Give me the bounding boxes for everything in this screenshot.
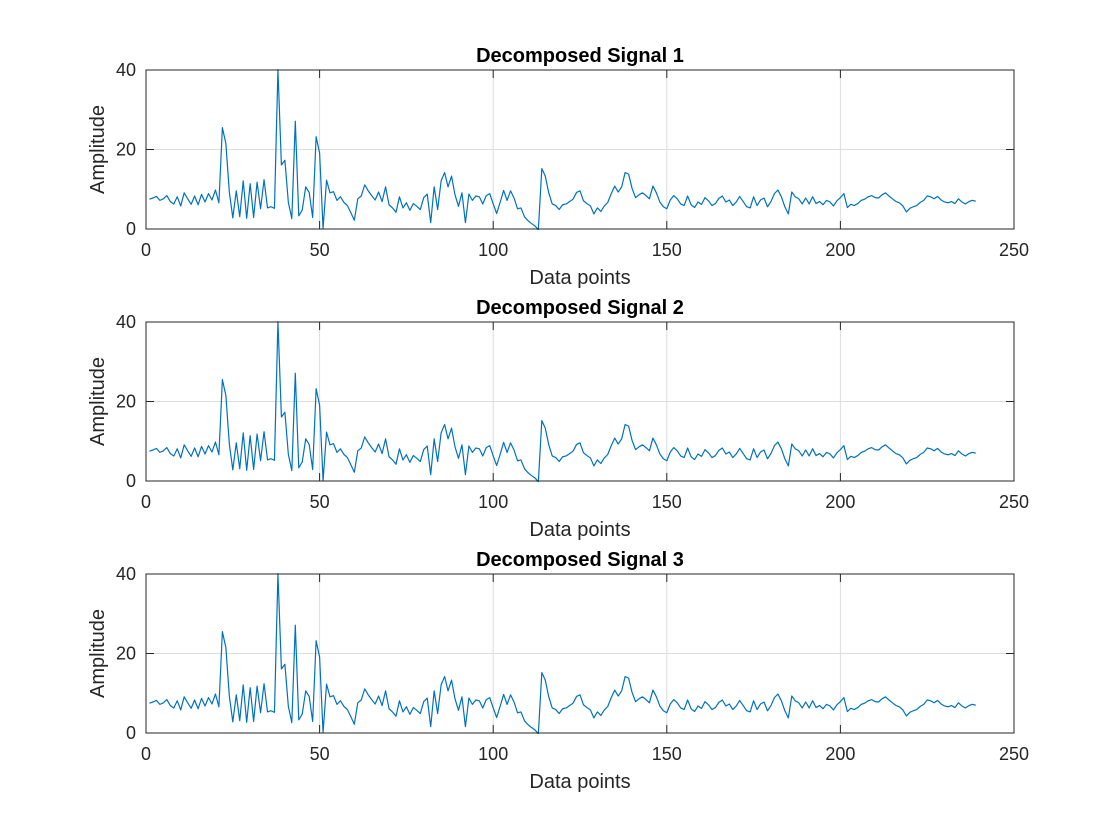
x-tick-label: 150 bbox=[652, 492, 682, 512]
x-tick-label: 250 bbox=[999, 744, 1029, 764]
x-tick-label: 0 bbox=[141, 744, 151, 764]
x-tick-label: 200 bbox=[825, 240, 855, 260]
y-axis-label: Amplitude bbox=[87, 357, 109, 446]
x-axis-label: Data points bbox=[529, 267, 630, 289]
chart-title: Decomposed Signal 1 bbox=[476, 45, 684, 67]
x-tick-label: 100 bbox=[478, 492, 508, 512]
x-tick-label: 100 bbox=[478, 744, 508, 764]
chart-title: Decomposed Signal 3 bbox=[476, 549, 684, 571]
series-line bbox=[149, 69, 976, 230]
y-tick-label: 0 bbox=[126, 219, 136, 239]
x-tick-label: 50 bbox=[310, 744, 330, 764]
x-tick-label: 0 bbox=[141, 240, 151, 260]
x-tick-label: 200 bbox=[825, 744, 855, 764]
x-tick-label: 0 bbox=[141, 492, 151, 512]
x-tick-label: 150 bbox=[652, 744, 682, 764]
y-tick-label: 20 bbox=[116, 392, 136, 412]
x-tick-label: 50 bbox=[310, 240, 330, 260]
chart-title: Decomposed Signal 2 bbox=[476, 297, 684, 319]
x-tick-label: 150 bbox=[652, 240, 682, 260]
x-tick-label: 200 bbox=[825, 492, 855, 512]
series-line bbox=[149, 573, 976, 734]
subplot-1: 0 50 100 150 200 250 0 20 40 Decomposed Signal 1 D… bbox=[87, 45, 1029, 289]
x-tick-label: 50 bbox=[310, 492, 330, 512]
y-tick-label: 0 bbox=[126, 471, 136, 491]
x-tick-label: 250 bbox=[999, 492, 1029, 512]
y-axis-label: Amplitude bbox=[87, 609, 109, 698]
x-axis-label: Data points bbox=[529, 771, 630, 793]
subplot-2: 0 50 100 150 200 250 0 20 40 Decomposed Signal 2 D… bbox=[87, 297, 1029, 541]
x-axis-label: Data points bbox=[529, 519, 630, 541]
y-tick-label: 0 bbox=[126, 723, 136, 743]
y-tick-label: 40 bbox=[116, 564, 136, 584]
x-tick-label: 100 bbox=[478, 240, 508, 260]
y-tick-label: 20 bbox=[116, 140, 136, 160]
y-tick-label: 40 bbox=[116, 60, 136, 80]
y-axis-label: Amplitude bbox=[87, 105, 109, 194]
y-tick-label: 40 bbox=[116, 312, 136, 332]
y-tick-label: 20 bbox=[116, 644, 136, 664]
subplot-3: 0 50 100 150 200 250 0 20 40 Decomposed Signal 3 D… bbox=[87, 549, 1029, 793]
series-line bbox=[149, 321, 976, 482]
x-tick-label: 250 bbox=[999, 240, 1029, 260]
